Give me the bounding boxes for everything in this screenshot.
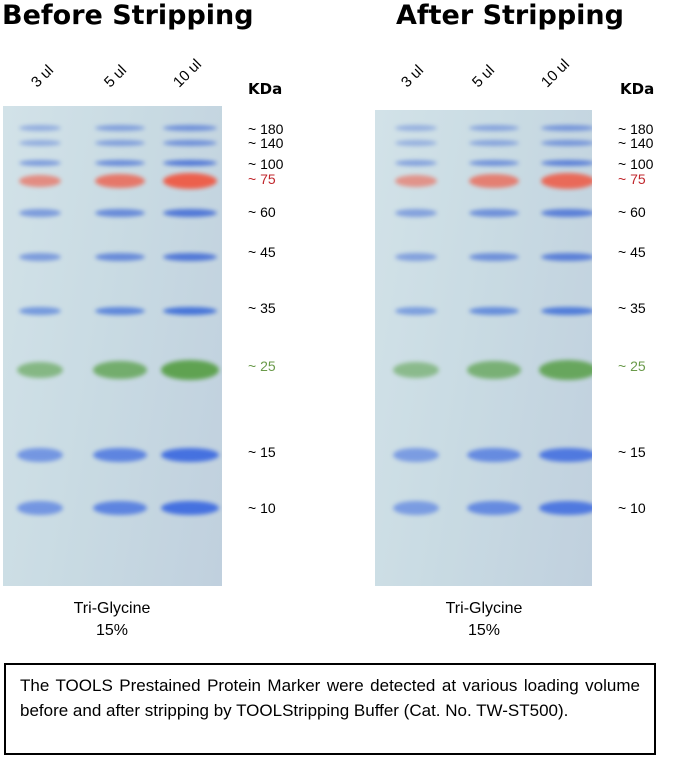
lane-label: 10 ul (169, 55, 206, 91)
gel-band (539, 360, 592, 380)
marker-label: ~ 75 (618, 171, 646, 187)
gel-band (161, 448, 219, 462)
panel-title-after: After Stripping (396, 0, 624, 31)
marker-label: ~ 35 (618, 300, 646, 316)
gel-band (469, 125, 519, 131)
gel-band (17, 362, 63, 378)
marker-label: ~ 10 (248, 500, 276, 516)
gel-band (19, 140, 61, 146)
gel-band (19, 209, 61, 217)
gel-band (541, 140, 592, 146)
gel-band (17, 448, 63, 462)
gel-band (467, 501, 521, 515)
figure-caption: The TOOLS Prestained Protein Marker were… (4, 663, 656, 755)
lane-label: 5 ul (100, 61, 131, 91)
gel-band (541, 307, 592, 315)
unit-label: KDa (620, 80, 655, 98)
gel-band (161, 501, 219, 515)
gel-band (469, 174, 519, 188)
lane-label: 10 ul (537, 55, 574, 91)
gel-band (541, 209, 592, 217)
gel-band (95, 140, 145, 146)
gel-band (395, 125, 437, 131)
gel-band (395, 175, 437, 187)
gel-band (95, 125, 145, 131)
gel-image-after (375, 110, 592, 586)
gel-band (93, 501, 147, 515)
gel-band (93, 448, 147, 462)
gel-band (395, 140, 437, 146)
gel-band (163, 307, 217, 315)
marker-label: ~ 25 (618, 358, 646, 374)
gel-band (539, 501, 592, 515)
gel-band (17, 501, 63, 515)
gel-percent: 15% (95, 622, 129, 639)
gel-band (541, 253, 592, 261)
marker-label: ~ 180 (248, 121, 284, 137)
gel-band (393, 362, 439, 378)
gel-band (163, 125, 217, 131)
marker-label: ~ 45 (248, 244, 276, 260)
marker-label: ~ 60 (248, 204, 276, 220)
gel-band (393, 501, 439, 515)
marker-label: ~ 75 (248, 171, 276, 187)
gel-band (541, 160, 592, 166)
gel-band (95, 174, 145, 188)
marker-label: ~ 45 (618, 244, 646, 260)
marker-label: ~ 100 (618, 156, 654, 172)
gel-band (95, 253, 145, 261)
gel-caption-after: Tri-Glycine 15% (404, 598, 564, 642)
gel-band (541, 173, 592, 189)
gel-band (19, 253, 61, 261)
gel-band (163, 140, 217, 146)
gel-band (19, 125, 61, 131)
gel-band (95, 209, 145, 217)
gel-band (393, 448, 439, 462)
gel-band (469, 140, 519, 146)
marker-label: ~ 140 (618, 135, 654, 151)
marker-label: ~ 140 (248, 135, 284, 151)
gel-band (467, 361, 521, 379)
gel-band (19, 160, 61, 166)
gel-type: Tri-Glycine (73, 600, 151, 617)
marker-label: ~ 100 (248, 156, 284, 172)
gel-band (19, 175, 61, 187)
gel-caption-before: Tri-Glycine 15% (32, 598, 192, 642)
marker-label: ~ 15 (618, 444, 646, 460)
gel-band (469, 209, 519, 217)
gel-type: Tri-Glycine (445, 600, 523, 617)
lane-label: 5 ul (468, 61, 499, 91)
gel-percent: 15% (467, 622, 501, 639)
gel-band (95, 160, 145, 166)
marker-label: ~ 25 (248, 358, 276, 374)
marker-label: ~ 60 (618, 204, 646, 220)
gel-band (467, 448, 521, 462)
panel-title-before: Before Stripping (2, 0, 254, 31)
gel-band (163, 173, 217, 189)
gel-band (161, 360, 219, 380)
gel-band (469, 253, 519, 261)
gel-band (395, 160, 437, 166)
gel-band (163, 253, 217, 261)
lane-label: 3 ul (27, 61, 58, 91)
gel-band (395, 253, 437, 261)
gel-band (541, 125, 592, 131)
lane-label: 3 ul (397, 61, 428, 91)
gel-band (163, 209, 217, 217)
gel-band (395, 209, 437, 217)
gel-band (163, 160, 217, 166)
unit-label: KDa (248, 80, 283, 98)
gel-band (469, 160, 519, 166)
marker-label: ~ 35 (248, 300, 276, 316)
gel-band (469, 307, 519, 315)
marker-label: ~ 180 (618, 121, 654, 137)
gel-band (95, 307, 145, 315)
gel-image-before (3, 106, 222, 586)
marker-label: ~ 10 (618, 500, 646, 516)
gel-band (19, 307, 61, 315)
gel-band (395, 307, 437, 315)
gel-band (93, 361, 147, 379)
gel-band (539, 448, 592, 462)
marker-label: ~ 15 (248, 444, 276, 460)
